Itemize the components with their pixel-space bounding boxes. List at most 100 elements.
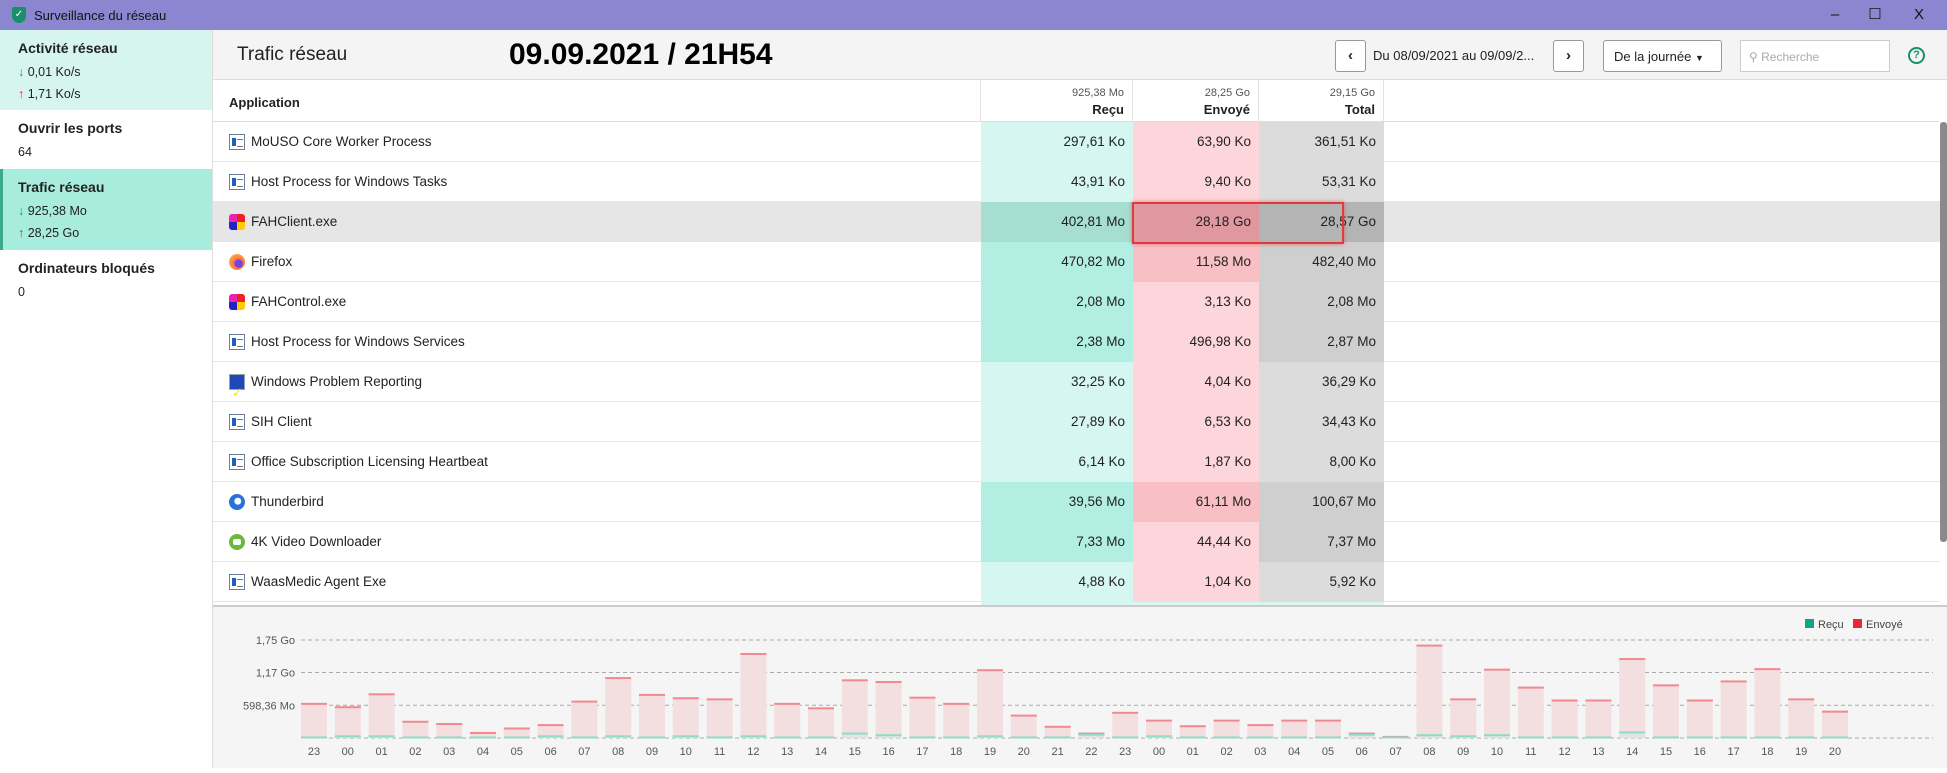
bar-envoye-top [1281,719,1308,722]
table-header: Application 925,38 Mo Reçu 28,25 Go Envoyé… [213,80,1940,122]
table-row[interactable]: Host Process for Windows Services 2,38 M… [213,322,1940,362]
table-row[interactable]: Office Subscription Licensing Heartbeat … [213,442,1940,482]
bar-envoye [1315,720,1341,738]
help-icon[interactable]: ? [1908,47,1925,64]
next-period-button[interactable]: › [1553,40,1584,72]
bar-envoye [1281,720,1308,738]
bar-recu-top [1112,736,1139,739]
bar-envoye [1450,699,1477,738]
table-row[interactable]: FAHControl.exe 2,08 Mo 3,13 Ko 2,08 Mo [213,282,1940,322]
bar-envoye-top [943,702,970,705]
bar-recu-top [301,736,327,739]
bar-envoye [368,694,395,738]
received-cell: 2,08 Mo [981,282,1133,322]
scrollbar[interactable] [1940,122,1947,542]
win-app-icon [229,574,245,590]
bar-recu-top [1653,736,1679,739]
bar-recu-top [977,735,1003,738]
bar-envoye-top [740,653,767,655]
received-cell: 6,14 Ko [981,442,1133,482]
bar-envoye [774,703,801,738]
fah-app-icon [229,294,245,310]
table-row[interactable]: Thunderbird 39,56 Mo 61,11 Mo 100,67 Mo [213,482,1940,522]
chevron-right-icon: › [1566,47,1571,64]
bar-recu-top [368,735,395,738]
sidebar-item-blocked[interactable]: Ordinateurs bloqués 0 [0,250,212,315]
bar-envoye [1179,726,1206,738]
column-fill [981,602,1384,605]
bar-recu-top [774,736,801,739]
highlight-box [1132,202,1344,244]
traffic-table: Application 925,38 Mo Reçu 28,25 Go Envoyé… [213,80,1940,605]
table-row[interactable]: SIH Client 27,89 Ko 6,53 Ko 34,43 Ko [213,402,1940,442]
maximize-button[interactable]: ☐ [1868,6,1882,23]
sent-cell: 4,04 Ko [1133,362,1259,402]
bar-envoye-top [1720,680,1747,683]
app-name: Thunderbird [251,494,324,509]
sent-cell: 63,90 Ko [1133,122,1259,162]
received-cell: 27,89 Ko [981,402,1133,442]
bar-envoye [1720,681,1747,738]
bar-recu-top [1686,736,1713,739]
app-name: SIH Client [251,414,312,429]
app-cell: FAHClient.exe [229,202,337,242]
bar-recu-top [537,735,564,738]
bar-envoye [1484,669,1510,738]
bar-recu-top [672,735,699,738]
table-row[interactable]: MoUSO Core Worker Process 297,61 Ko 63,9… [213,122,1940,162]
x-tick-label: 20 [1018,746,1030,758]
table-row[interactable]: WaasMedic Agent Exe 4,88 Ko 1,04 Ko 5,92… [213,562,1940,602]
datetime-stamp: 09.09.2021 / 21H54 [509,38,773,71]
bar-envoye [1686,700,1713,738]
win-app-icon [229,334,245,350]
period-dropdown[interactable]: De la journée ▼ [1603,40,1722,72]
column-application[interactable]: Application [213,80,981,122]
total-cell: 2,08 Mo [1259,282,1384,322]
sidebar-item-traffic[interactable]: Trafic réseau ↓ 925,38 Mo ↑ 28,25 Go [0,169,212,250]
bar-envoye [503,728,530,738]
bar-recu-top [1213,736,1240,739]
column-sent[interactable]: 28,25 Go Envoyé [1133,80,1259,122]
bar-envoye-top [977,669,1003,672]
bar-envoye [1619,659,1646,738]
sidebar-item-label: Ordinateurs bloqués [18,260,155,276]
table-row[interactable]: 4K Video Downloader 7,33 Mo 44,44 Ko 7,3… [213,522,1940,562]
bar-envoye-top [571,700,598,703]
search-input[interactable]: ⚲ Recherche [1740,40,1890,72]
close-button[interactable]: X [1913,6,1924,23]
x-tick-label: 18 [1761,746,1773,758]
x-tick-label: 11 [1525,746,1536,758]
sidebar-item-ports[interactable]: Ouvrir les ports 64 [0,110,212,169]
column-total[interactable]: 29,15 Go Total [1259,80,1384,122]
upload-rate: 1,71 Ko/s [27,87,81,101]
table-row[interactable]: FAHClient.exe 402,81 Mo 28,18 Go 28,57 G… [213,202,1940,242]
bar-envoye [1822,711,1848,738]
bar-recu [1619,732,1646,738]
bar-envoye [672,698,699,738]
bar-envoye-top [706,698,733,701]
wpr-app-icon [229,373,245,413]
x-tick-label: 11 [714,746,725,758]
bar-recu-top [1822,736,1848,739]
sidebar-item-activity[interactable]: Activité réseau ↓ 0,01 Ko/s ↑ 1,71 Ko/s [0,30,212,110]
bar-envoye [605,678,632,738]
app-cell: Firefox [229,242,292,282]
open-ports-count: 64 [18,145,32,159]
arrow-down-icon: ↓ [18,204,25,218]
table-row[interactable]: Host Process for Windows Tasks 43,91 Ko … [213,162,1940,202]
sent-cell: 1,87 Ko [1133,442,1259,482]
sent-cell: 6,53 Ko [1133,402,1259,442]
bar-envoye-top [605,677,632,680]
bar-envoye-top [1213,719,1240,722]
x-tick-label: 01 [1187,746,1199,758]
win-app-icon [229,174,245,190]
bar-recu [875,735,902,738]
table-row[interactable]: Firefox 470,82 Mo 11,58 Mo 482,40 Mo [213,242,1940,282]
bar-envoye-top [1788,698,1815,701]
firefox-app-icon [229,254,245,270]
received-cell: 32,25 Ko [981,362,1133,402]
table-row[interactable]: Windows Problem Reporting 32,25 Ko 4,04 … [213,362,1940,413]
column-received[interactable]: 925,38 Mo Reçu [981,80,1133,122]
previous-period-button[interactable]: ‹ [1335,40,1366,72]
minimize-button[interactable]: – [1830,6,1840,23]
